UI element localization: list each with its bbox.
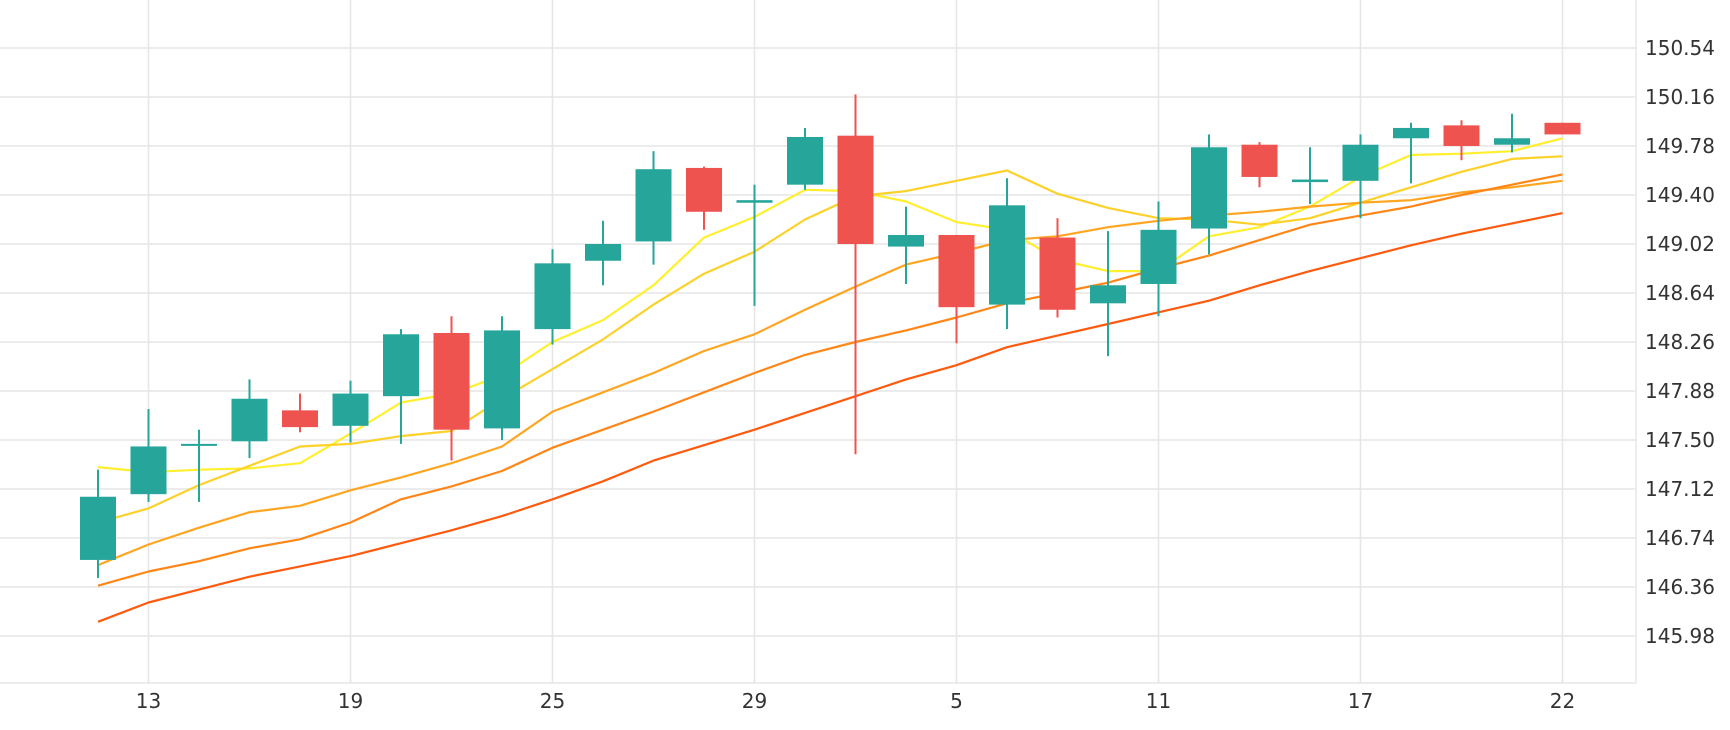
x-tick-label: 29: [742, 689, 767, 713]
y-tick-label: 149.40: [1645, 183, 1715, 207]
candle-body: [585, 244, 621, 261]
candle-body: [938, 234, 975, 308]
candle-body: [1039, 237, 1076, 310]
candle-body: [231, 398, 268, 442]
candle-body: [130, 446, 167, 495]
candle-body: [1443, 125, 1480, 147]
x-tick-label: 17: [1348, 689, 1373, 713]
candle-body: [433, 332, 470, 430]
candle-body: [787, 136, 823, 185]
candle-body: [534, 263, 571, 330]
candle-body: [1090, 285, 1126, 304]
y-tick-label: 148.26: [1645, 330, 1715, 354]
y-tick-label: 147.12: [1645, 477, 1715, 501]
candle-body: [1292, 179, 1328, 183]
candle-body: [837, 135, 874, 245]
x-tick-label: 13: [136, 689, 161, 713]
candle-body: [383, 334, 419, 397]
horizontal-gridlines: [0, 47, 1636, 637]
y-tick-label: 145.98: [1645, 624, 1715, 648]
y-tick-label: 146.36: [1645, 575, 1715, 599]
candle-body: [1494, 138, 1530, 145]
moving-average-line: [97, 137, 1563, 474]
y-tick-label: 147.50: [1645, 428, 1715, 452]
candle-body: [1393, 127, 1429, 139]
candle-body: [736, 200, 773, 203]
candle-body: [635, 169, 672, 242]
x-axis-tick-labels: 13 19 25 29 5 11 17 22: [136, 689, 1575, 713]
y-tick-label: 149.78: [1645, 134, 1715, 158]
candle-body: [1191, 147, 1227, 229]
moving-average-lines: [97, 137, 1563, 623]
y-axis-tick-labels: 150.54 150.16 149.78 149.40 149.02 148.64 148.…: [1645, 36, 1715, 648]
y-tick-label: 148.64: [1645, 281, 1715, 305]
y-tick-label: 150.54: [1645, 36, 1715, 60]
y-tick-label: 149.02: [1645, 232, 1715, 256]
x-tick-label: 5: [950, 689, 963, 713]
moving-average-line: [97, 212, 1563, 623]
candles: [80, 94, 1581, 578]
x-tick-label: 19: [338, 689, 363, 713]
candle-body: [989, 205, 1025, 305]
moving-average-line: [97, 173, 1563, 587]
y-tick-label: 146.74: [1645, 526, 1715, 550]
moving-average-line: [97, 179, 1563, 567]
moving-average-line: [97, 155, 1563, 524]
x-tick-label: 22: [1550, 689, 1575, 713]
candle-body: [1241, 144, 1278, 177]
candle-body: [1140, 229, 1177, 284]
x-tick-label: 11: [1146, 689, 1171, 713]
candle-body: [332, 393, 369, 426]
candle-body: [686, 167, 722, 212]
candle-body: [282, 410, 318, 428]
candle-body: [1342, 144, 1379, 181]
candle-body: [484, 330, 520, 429]
candle-body: [80, 496, 116, 560]
candle-body: [1544, 122, 1581, 135]
y-tick-label: 150.16: [1645, 85, 1715, 109]
candle-body: [181, 443, 217, 446]
x-tick-label: 25: [540, 689, 565, 713]
candle-body: [888, 234, 924, 247]
y-tick-label: 147.88: [1645, 379, 1715, 403]
